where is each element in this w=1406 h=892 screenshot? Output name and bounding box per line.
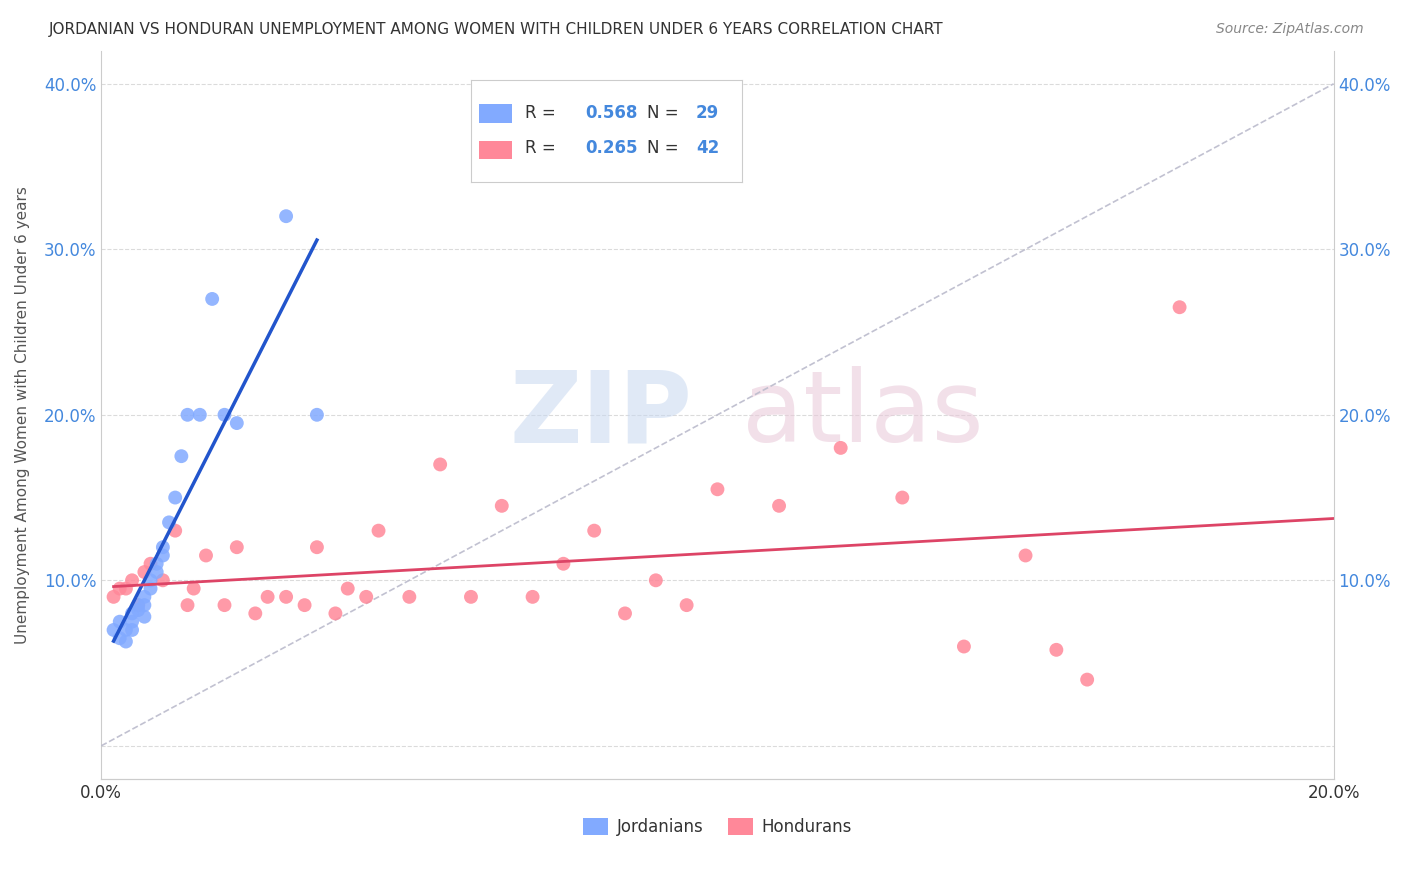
Point [614,607,637,621]
Text: Source: ZipAtlas.com: Source: ZipAtlas.com [1216,22,1364,37]
Y-axis label: Unemployment Among Women with Children Under 6 years: Unemployment Among Women with Children U… [15,186,30,644]
Point [325,607,347,621]
Point [491,499,513,513]
Point [108,615,131,629]
Point [152,574,174,588]
Point [245,607,267,621]
Point [121,607,143,621]
Point [305,540,328,554]
Point [522,590,544,604]
Text: atlas: atlas [742,367,984,463]
Point [170,449,193,463]
Point [294,598,316,612]
Point [139,574,162,588]
Point [225,416,247,430]
Point [127,598,149,612]
Point [256,590,278,604]
Point [354,590,377,604]
Point [134,565,156,579]
Point [891,491,914,505]
Point [188,408,211,422]
Point [429,458,451,472]
Point [274,209,297,223]
Point [115,623,138,637]
Point [165,491,187,505]
Point [1076,673,1098,687]
Point [103,623,125,637]
Point [195,549,218,563]
Point [706,483,728,497]
Point [103,590,125,604]
Point [1045,642,1067,657]
Point [165,524,187,538]
Point [108,582,131,596]
Point [336,582,359,596]
Point [460,590,482,604]
Point [108,632,131,646]
Point [953,640,976,654]
Point [1168,300,1191,314]
Point [139,557,162,571]
Text: JORDANIAN VS HONDURAN UNEMPLOYMENT AMONG WOMEN WITH CHILDREN UNDER 6 YEARS CORRE: JORDANIAN VS HONDURAN UNEMPLOYMENT AMONG… [49,22,943,37]
Point [152,540,174,554]
Point [127,598,149,612]
Point [145,565,167,579]
Point [644,574,666,588]
Point [176,408,198,422]
Point [274,590,297,604]
Point [830,441,852,455]
Text: ZIP: ZIP [510,367,693,463]
Point [675,598,697,612]
Point [583,524,606,538]
Point [214,408,236,422]
Point [183,582,205,596]
Point [121,615,143,629]
Point [367,524,389,538]
Point [115,582,138,596]
Point [152,549,174,563]
Point [225,540,247,554]
Point [121,574,143,588]
Point [115,634,138,648]
Point [176,598,198,612]
Point [768,499,790,513]
Point [1014,549,1036,563]
Point [127,603,149,617]
Point [134,609,156,624]
Point [134,590,156,604]
Legend: Jordanians, Hondurans: Jordanians, Hondurans [583,818,852,836]
Point [145,557,167,571]
Point [398,590,420,604]
Point [139,582,162,596]
Point [157,516,180,530]
Point [214,598,236,612]
Point [134,598,156,612]
Point [121,623,143,637]
Point [553,557,575,571]
Point [305,408,328,422]
Point [201,292,224,306]
